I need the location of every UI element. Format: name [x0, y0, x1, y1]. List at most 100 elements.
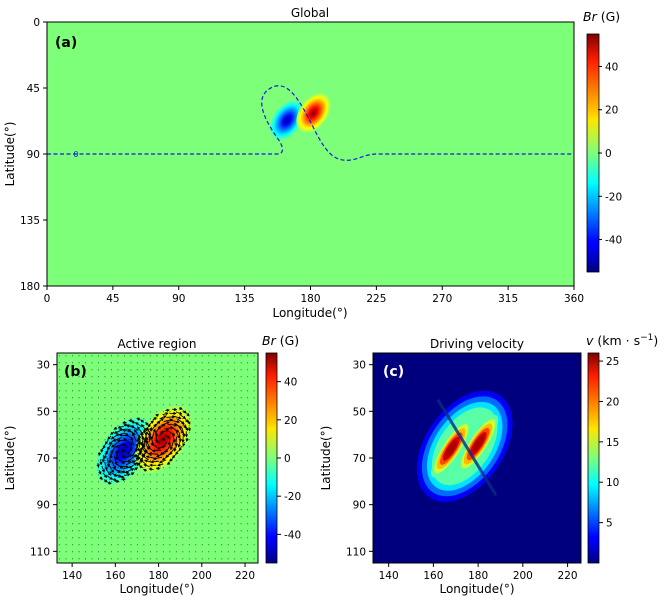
velocity-dot: [228, 502, 229, 503]
velocity-dot: [163, 404, 164, 405]
velocity-dot: [92, 369, 93, 370]
velocity-dot: [247, 516, 248, 517]
velocity-dot: [66, 397, 67, 398]
velocity-dot: [66, 453, 67, 454]
velocity-dot: [59, 551, 60, 552]
velocity-dot: [92, 439, 93, 440]
velocity-dot: [118, 397, 119, 398]
velocity-dot: [215, 460, 216, 461]
velocity-dot: [234, 516, 235, 517]
velocity-dot: [254, 446, 255, 447]
velocity-dot: [195, 502, 196, 503]
velocity-dot: [130, 495, 131, 496]
velocity-dot: [208, 376, 209, 377]
velocity-dot: [234, 432, 235, 433]
velocity-dot: [85, 432, 86, 433]
velocity-dot: [79, 460, 80, 461]
velocity-dot: [150, 376, 151, 377]
velocity-dot: [234, 446, 235, 447]
velocity-dot: [79, 383, 80, 384]
velocity-dot: [137, 460, 138, 461]
velocity-dot: [98, 502, 99, 503]
panel-c-title: Driving velocity: [430, 337, 524, 351]
velocity-dot: [130, 432, 131, 433]
velocity-dot: [254, 467, 255, 468]
velocity-dot: [118, 467, 119, 468]
velocity-dot: [234, 418, 235, 419]
velocity-dot: [234, 397, 235, 398]
velocity-dot: [195, 418, 196, 419]
velocity-dot: [156, 411, 157, 412]
x-tick-label: 140: [62, 570, 82, 582]
velocity-dot: [156, 516, 157, 517]
velocity-dot: [221, 376, 222, 377]
velocity-dot: [72, 397, 73, 398]
velocity-dot: [85, 397, 86, 398]
velocity-dot: [79, 509, 80, 510]
velocity-dot: [150, 481, 151, 482]
velocity-dot: [241, 404, 242, 405]
velocity-dot: [195, 453, 196, 454]
velocity-dot: [189, 530, 190, 531]
velocity-dot: [215, 467, 216, 468]
velocity-dot: [189, 397, 190, 398]
velocity-dot: [124, 544, 125, 545]
velocity-dot: [221, 467, 222, 468]
velocity-dot: [182, 467, 183, 468]
velocity-dot: [72, 418, 73, 419]
velocity-dot: [156, 551, 157, 552]
colorbar-tick-label: 0: [605, 148, 612, 160]
velocity-dot: [202, 390, 203, 391]
velocity-dot: [254, 453, 255, 454]
velocity-dot: [221, 544, 222, 545]
velocity-dot: [72, 523, 73, 524]
velocity-dot: [105, 369, 106, 370]
velocity-dot: [182, 516, 183, 517]
velocity-dot: [228, 355, 229, 356]
velocity-dot: [59, 509, 60, 510]
velocity-dot: [98, 390, 99, 391]
velocity-dot: [202, 404, 203, 405]
panel-b-ylabel: Latitude(°): [3, 426, 17, 491]
velocity-dot: [228, 530, 229, 531]
velocity-dot: [111, 439, 112, 440]
velocity-dot: [150, 355, 151, 356]
velocity-dot: [85, 355, 86, 356]
panel-c-plot-area: [373, 353, 581, 563]
velocity-dot: [234, 390, 235, 391]
velocity-dot: [215, 425, 216, 426]
velocity-dot: [156, 425, 157, 426]
velocity-dot: [124, 530, 125, 531]
velocity-dot: [195, 397, 196, 398]
velocity-dot: [105, 530, 106, 531]
velocity-dot: [150, 411, 151, 412]
velocity-dot: [66, 404, 67, 405]
velocity-dot: [85, 453, 86, 454]
velocity-dot: [130, 530, 131, 531]
x-tick-label: 140: [379, 570, 399, 582]
velocity-dot: [195, 439, 196, 440]
velocity-dot: [79, 397, 80, 398]
velocity-dot: [176, 390, 177, 391]
velocity-dot: [234, 467, 235, 468]
velocity-dot: [79, 488, 80, 489]
velocity-dot: [234, 376, 235, 377]
velocity-dot: [169, 509, 170, 510]
velocity-dot: [195, 558, 196, 559]
velocity-dot: [59, 404, 60, 405]
velocity-dot: [92, 551, 93, 552]
velocity-dot: [228, 474, 229, 475]
velocity-dot: [195, 467, 196, 468]
x-tick-label: 220: [235, 570, 255, 582]
velocity-dot: [228, 551, 229, 552]
velocity-dot: [228, 369, 229, 370]
velocity-dot: [208, 369, 209, 370]
velocity-dot: [208, 467, 209, 468]
velocity-dot: [247, 558, 248, 559]
velocity-dot: [66, 432, 67, 433]
y-tick-label: 90: [37, 500, 50, 512]
velocity-dot: [234, 495, 235, 496]
